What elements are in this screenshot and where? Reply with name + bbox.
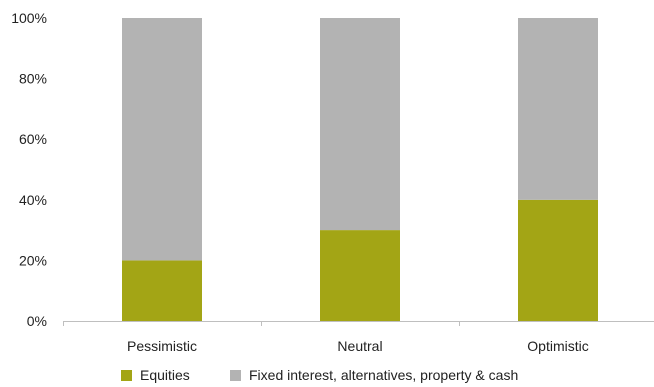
- y-tick-label: 40%: [19, 192, 47, 208]
- bar-equities-pessimistic: [122, 260, 202, 321]
- bars: [122, 18, 598, 321]
- bar-equities-optimistic: [518, 199, 598, 321]
- legend-label: Equities: [140, 367, 190, 383]
- bar-fixed-interest-optimistic: [518, 18, 598, 200]
- y-tick-label: 60%: [19, 131, 47, 147]
- y-axis: 0% 20% 40% 60% 80% 100%: [11, 10, 47, 329]
- legend-swatch: [230, 370, 241, 381]
- y-tick-label: 80%: [19, 71, 47, 87]
- y-tick-label: 20%: [19, 252, 47, 268]
- bar-equities-neutral: [320, 230, 400, 321]
- x-tick-label: Pessimistic: [127, 338, 197, 354]
- legend-swatch: [121, 370, 132, 381]
- y-tick-label: 100%: [11, 10, 47, 26]
- x-tick-label: Neutral: [337, 338, 382, 354]
- bar-fixed-interest-pessimistic: [122, 18, 202, 261]
- x-tick-label: Optimistic: [527, 338, 588, 354]
- bar-fixed-interest-neutral: [320, 18, 400, 231]
- y-tick-label: 0%: [27, 313, 47, 329]
- x-axis: Pessimistic Neutral Optimistic: [63, 321, 654, 354]
- legend: Equities Fixed interest, alternatives, pr…: [121, 367, 518, 383]
- legend-label: Fixed interest, alternatives, property &…: [249, 367, 518, 383]
